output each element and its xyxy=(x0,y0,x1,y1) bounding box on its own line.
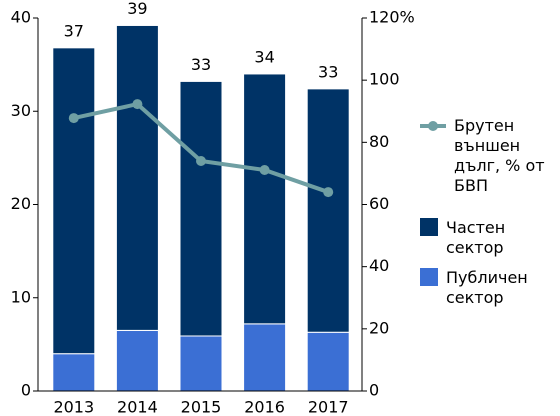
line-point xyxy=(132,99,143,110)
total-label: 33 xyxy=(191,55,211,74)
y-tick-label: 0 xyxy=(21,381,31,400)
x-tick-label: 2015 xyxy=(181,398,222,416)
x-tick-label: 2016 xyxy=(244,398,285,416)
bar xyxy=(179,335,223,392)
legend-item: Публичен сектор xyxy=(420,268,550,308)
x-tick-label: 2017 xyxy=(308,398,349,416)
legend-label: Публичен сектор xyxy=(446,268,528,307)
bar xyxy=(306,331,350,392)
bar xyxy=(52,47,96,355)
y2-tick-label: 80 xyxy=(369,132,389,151)
y-tick-label: 30 xyxy=(11,101,31,120)
y2-tick-label: 100 xyxy=(369,70,400,89)
legend-swatch xyxy=(420,116,446,136)
y2-tick-label: 40 xyxy=(369,256,389,275)
legend-swatch xyxy=(420,218,438,236)
legend-item: Брутен външен дълг, % от БВП xyxy=(420,116,560,196)
bar xyxy=(179,80,223,337)
bar xyxy=(52,353,96,392)
x-tick-label: 2013 xyxy=(53,398,94,416)
y2-tick-label: 0 xyxy=(369,381,379,400)
legend-item: Частен сектор xyxy=(420,218,550,258)
y2-tick-label: 20 xyxy=(369,318,389,337)
total-label: 37 xyxy=(64,21,84,40)
line-point xyxy=(259,164,270,175)
bar xyxy=(243,73,287,325)
line-point xyxy=(68,113,79,124)
bar xyxy=(115,329,159,392)
total-label: 34 xyxy=(254,47,274,66)
y2-tick-label: 120% xyxy=(369,8,415,27)
total-label: 33 xyxy=(318,62,338,81)
x-tick-label: 2014 xyxy=(117,398,158,416)
bar xyxy=(306,88,350,333)
y-tick-label: 20 xyxy=(11,194,31,213)
legend-label: Брутен външен дълг, % от БВП xyxy=(454,116,545,195)
bar xyxy=(243,323,287,392)
y2-tick-label: 60 xyxy=(369,194,389,213)
legend-swatch xyxy=(420,268,438,286)
total-label: 39 xyxy=(127,0,147,18)
y-tick-label: 40 xyxy=(11,8,31,27)
line-point xyxy=(323,187,334,198)
y-tick-label: 10 xyxy=(11,287,31,306)
legend-label: Частен сектор xyxy=(446,218,506,257)
line-point xyxy=(196,155,206,166)
bar xyxy=(115,24,159,331)
